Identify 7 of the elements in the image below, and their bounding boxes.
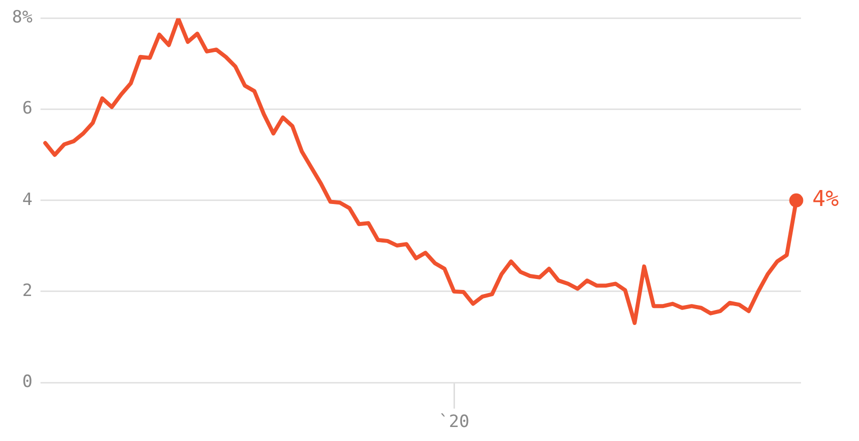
- text: 4%: [812, 187, 839, 212]
- x-tick-label: `20: [438, 412, 470, 432]
- y-tick-label: 0: [22, 372, 32, 392]
- y-tick-label: 6: [22, 98, 32, 119]
- y-tick-label: 8%: [12, 8, 32, 28]
- y-tick-label: 4: [22, 190, 32, 210]
- y-tick-label: 2: [22, 280, 32, 301]
